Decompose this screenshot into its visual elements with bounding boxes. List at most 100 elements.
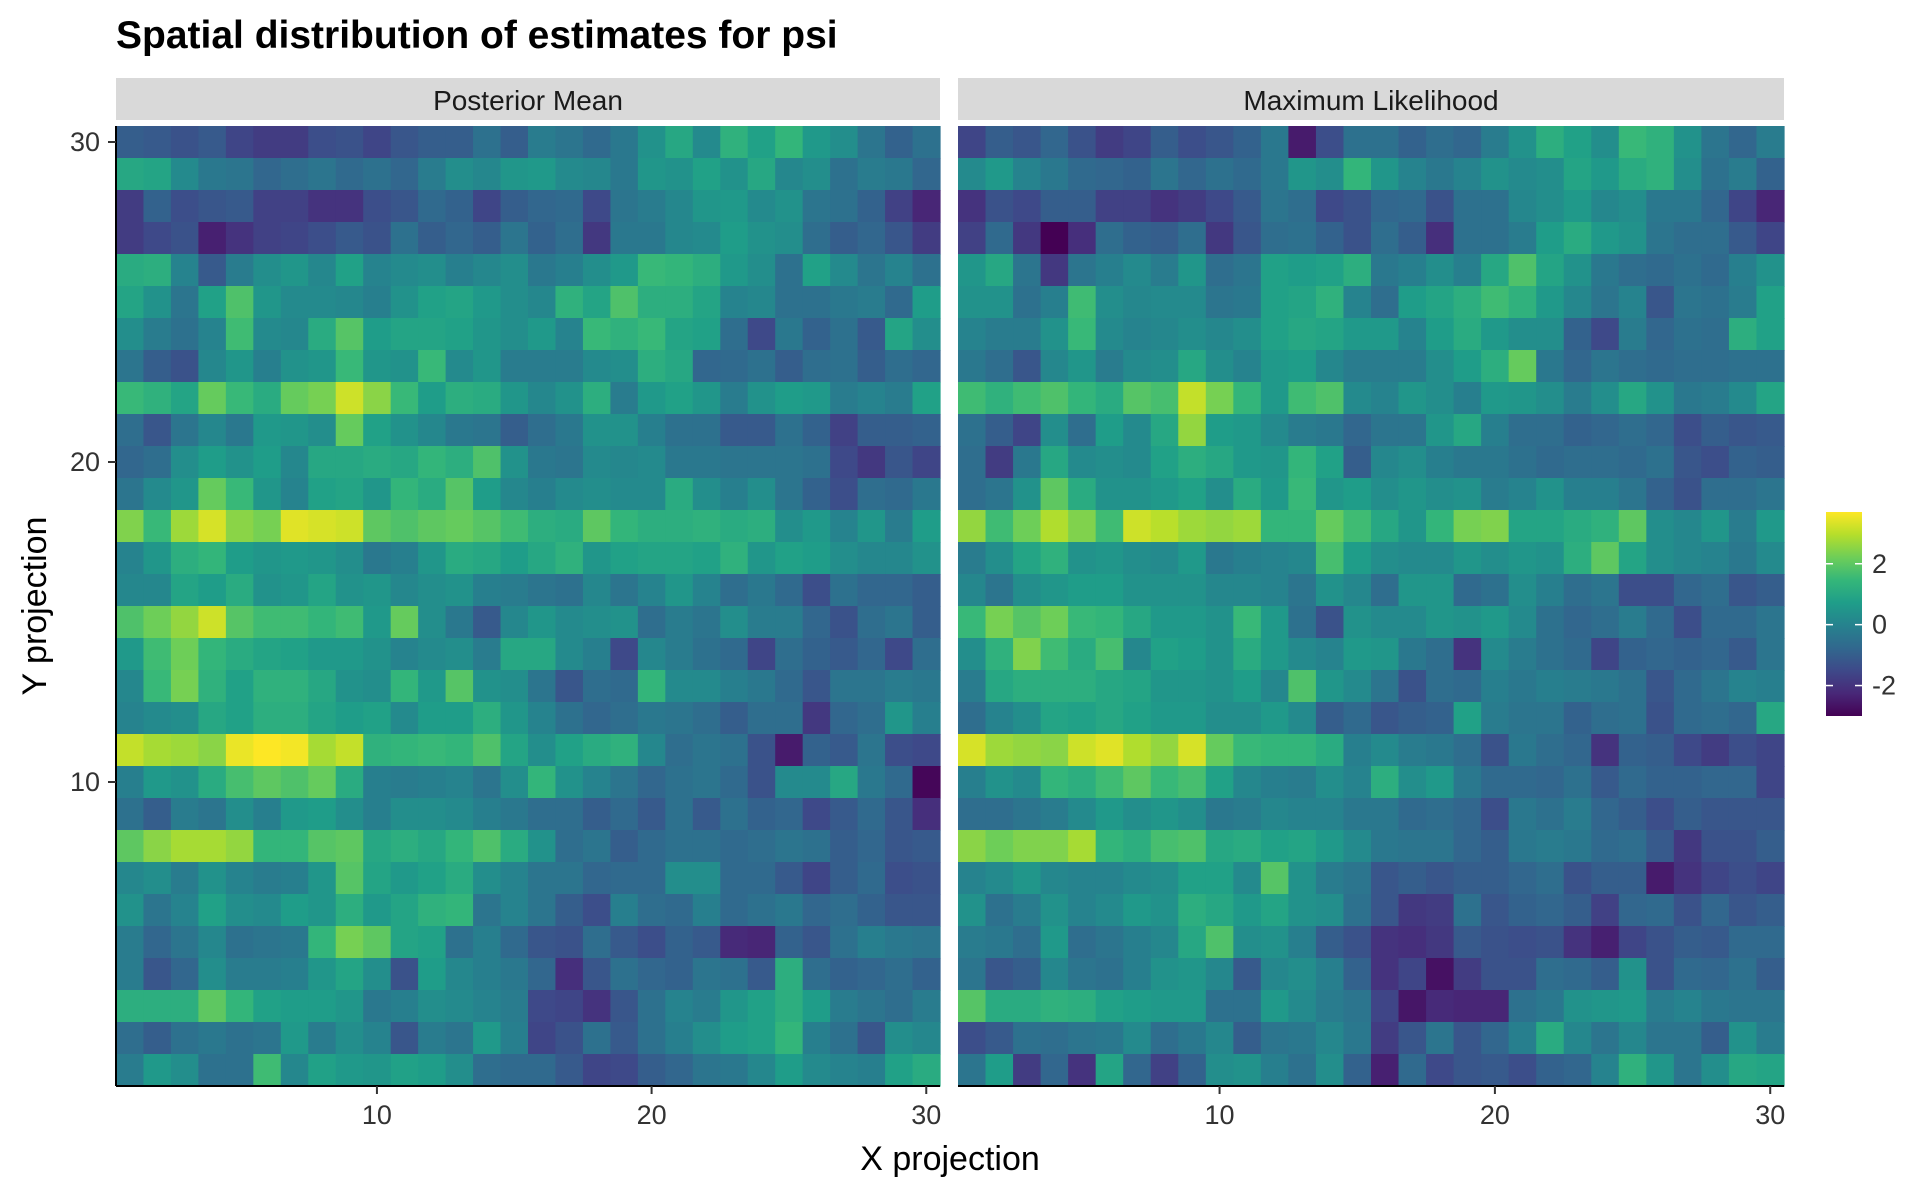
heatmap-cell <box>1426 670 1455 703</box>
heatmap-cell <box>747 574 776 607</box>
heatmap-cell <box>1068 126 1097 159</box>
heatmap-cell <box>885 862 914 895</box>
heatmap-cell <box>390 606 419 639</box>
heatmap-cell <box>1453 1022 1482 1055</box>
heatmap-cell <box>802 478 831 511</box>
heatmap-cell <box>1481 862 1510 895</box>
heatmap-cell <box>1453 734 1482 767</box>
heatmap-cell <box>253 1022 282 1055</box>
heatmap-cell <box>528 670 557 703</box>
heatmap-cell <box>775 478 804 511</box>
heatmap-cell <box>665 158 694 191</box>
heatmap-cell <box>857 414 886 447</box>
heatmap-cell <box>1123 478 1152 511</box>
heatmap-cell <box>1123 382 1152 415</box>
heatmap-cell <box>170 638 199 671</box>
heatmap-cell <box>1701 926 1730 959</box>
heatmap-cell <box>1701 798 1730 831</box>
heatmap-cell <box>1178 766 1207 799</box>
heatmap-cell <box>720 798 749 831</box>
heatmap-cell <box>582 926 611 959</box>
heatmap-cell <box>985 606 1014 639</box>
heatmap-cell <box>1728 734 1758 767</box>
heatmap-cell <box>116 990 145 1023</box>
heatmap-cell <box>363 126 392 159</box>
heatmap-cell <box>280 990 309 1023</box>
heatmap-cell <box>1343 1022 1372 1055</box>
heatmap-cell <box>1095 702 1124 735</box>
heatmap-cell <box>637 190 666 223</box>
heatmap-cell <box>1260 286 1289 319</box>
heatmap-cell <box>1123 990 1152 1023</box>
heatmap-cell <box>1426 702 1455 735</box>
heatmap-cell <box>1343 414 1372 447</box>
heatmap-cell <box>1040 318 1069 351</box>
heatmap-cell <box>830 1022 859 1055</box>
heatmap-cell <box>225 350 254 383</box>
heatmap-cell <box>637 798 666 831</box>
heatmap-cell <box>857 926 886 959</box>
heatmap-cell <box>582 446 611 479</box>
heatmap-cell <box>1536 318 1565 351</box>
heatmap-cell <box>802 158 831 191</box>
heatmap-cell <box>857 446 886 479</box>
heatmap-cell <box>170 926 199 959</box>
heatmap-cell <box>1260 478 1289 511</box>
heatmap-cell <box>1618 958 1647 991</box>
heatmap-cell <box>308 766 337 799</box>
heatmap-cell <box>885 1054 914 1087</box>
heatmap-cell <box>1068 638 1097 671</box>
heatmap-cell <box>225 734 254 767</box>
heatmap-cell <box>1426 862 1455 895</box>
heatmap-cell <box>747 126 776 159</box>
heatmap-cell <box>1728 894 1758 927</box>
heatmap-cell <box>1233 926 1262 959</box>
heatmap-cell <box>335 638 364 671</box>
heatmap-cell <box>1426 286 1455 319</box>
heatmap-cell <box>1123 830 1152 863</box>
heatmap-cell <box>1728 350 1758 383</box>
heatmap-cell <box>610 350 639 383</box>
heatmap-cell <box>1205 414 1234 447</box>
heatmap-cell <box>1563 350 1592 383</box>
heatmap-cell <box>985 158 1014 191</box>
heatmap-cell <box>747 382 776 415</box>
heatmap-cell <box>985 414 1014 447</box>
heatmap-cell <box>225 126 254 159</box>
heatmap-cell <box>1095 446 1124 479</box>
heatmap-cell <box>418 990 447 1023</box>
heatmap-cell <box>637 350 666 383</box>
heatmap-cell <box>912 958 941 991</box>
heatmap-cell <box>1123 190 1152 223</box>
heatmap-cell <box>885 830 914 863</box>
heatmap-cell <box>958 158 987 191</box>
heatmap-cell <box>1095 510 1124 543</box>
heatmap-cell <box>116 190 145 223</box>
heatmap-cell <box>1123 318 1152 351</box>
heatmap-cell <box>390 862 419 895</box>
x-tick-label: 20 <box>1480 1100 1510 1130</box>
heatmap-cell <box>775 862 804 895</box>
heatmap-cell <box>1508 510 1537 543</box>
heatmap-cell <box>1123 158 1152 191</box>
heatmap-cell <box>885 926 914 959</box>
heatmap-cell <box>1398 542 1427 575</box>
heatmap-cell <box>720 158 749 191</box>
heatmap-cell <box>116 414 145 447</box>
heatmap-cell <box>1591 478 1620 511</box>
heatmap-cell <box>418 702 447 735</box>
heatmap-cell <box>473 670 502 703</box>
heatmap-cell <box>1150 254 1179 287</box>
heatmap-cell <box>912 766 941 799</box>
heatmap-cell <box>1426 350 1455 383</box>
heatmap-cell <box>958 670 987 703</box>
heatmap-cell <box>1701 894 1730 927</box>
heatmap-cell <box>1426 894 1455 927</box>
heatmap-cell <box>143 478 172 511</box>
heatmap-cell <box>500 862 529 895</box>
heatmap-cell <box>958 318 987 351</box>
panel-maximum-likelihood: Maximum Likelihood <box>958 78 1785 1087</box>
heatmap-cell <box>1178 542 1207 575</box>
heatmap-cell <box>1288 958 1317 991</box>
heatmap-cell <box>445 158 474 191</box>
